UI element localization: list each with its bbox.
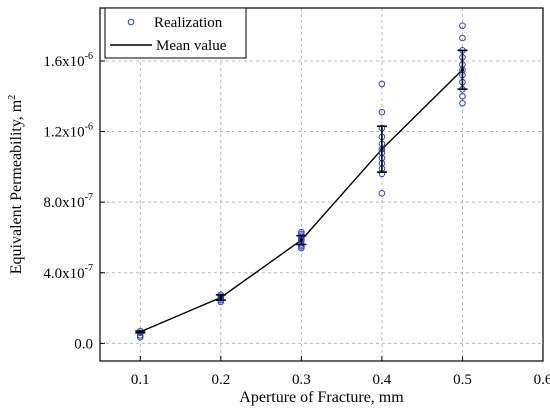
error-bar bbox=[296, 234, 307, 246]
legend-box bbox=[104, 7, 247, 59]
y-tick-label: 0.0 bbox=[74, 336, 93, 352]
error-bar bbox=[215, 294, 226, 301]
realization-point bbox=[459, 100, 466, 107]
mean-value-point bbox=[299, 238, 303, 242]
y-tick-label: 8.0x10-7 bbox=[43, 192, 93, 211]
mean-value-point bbox=[219, 295, 223, 300]
y-tick-label: 4.0x10-7 bbox=[43, 263, 93, 282]
x-tick-label: 0.3 bbox=[292, 372, 311, 388]
legend-realization-marker bbox=[127, 18, 135, 26]
mean-value-point bbox=[380, 147, 384, 151]
realization-point bbox=[136, 333, 144, 341]
error-bar bbox=[135, 330, 146, 334]
error-bars-group bbox=[135, 49, 468, 334]
y-axis-title-superscript: 2 bbox=[7, 95, 18, 100]
mean-value-point bbox=[138, 330, 142, 334]
error-bar bbox=[457, 49, 468, 90]
error-bar bbox=[376, 125, 387, 173]
legend-mean-label: Mean value bbox=[156, 38, 227, 54]
x-tick-label: 0.6 bbox=[534, 372, 550, 388]
mean-value-point bbox=[460, 68, 465, 72]
x-tick-label: 0.1 bbox=[131, 372, 150, 388]
legend-realization-label: Realization bbox=[154, 15, 223, 31]
y-tick-label: 1.6x10-6 bbox=[43, 51, 93, 70]
realization-point bbox=[459, 22, 466, 29]
plot-frame bbox=[99, 7, 544, 362]
x-tick-label: 0.4 bbox=[373, 372, 392, 388]
x-tick-label: 0.2 bbox=[211, 372, 230, 388]
x-tick-label: 0.5 bbox=[453, 372, 472, 388]
legend: Realization Mean value bbox=[104, 7, 247, 59]
realization-point bbox=[378, 80, 386, 88]
grid-lines bbox=[100, 8, 544, 361]
realization-point bbox=[459, 92, 466, 100]
y-axis-title: Equivalent Permeability, m2 bbox=[7, 95, 25, 274]
y-axis-title-text: Equivalent Permeability, m bbox=[8, 99, 25, 274]
x-axis-title: Aperture of Fracture, mm bbox=[239, 389, 404, 406]
y-tick-label: 1.2x10-6 bbox=[43, 122, 93, 141]
axis-ticks: 0.1 0.2 0.3 0.4 0.5 0.6 0.0 4.0x10-7 8.0x10-7 1.2… bbox=[43, 51, 550, 388]
realization-point bbox=[378, 190, 386, 197]
realization-point bbox=[459, 34, 466, 42]
realization-point bbox=[378, 108, 386, 116]
